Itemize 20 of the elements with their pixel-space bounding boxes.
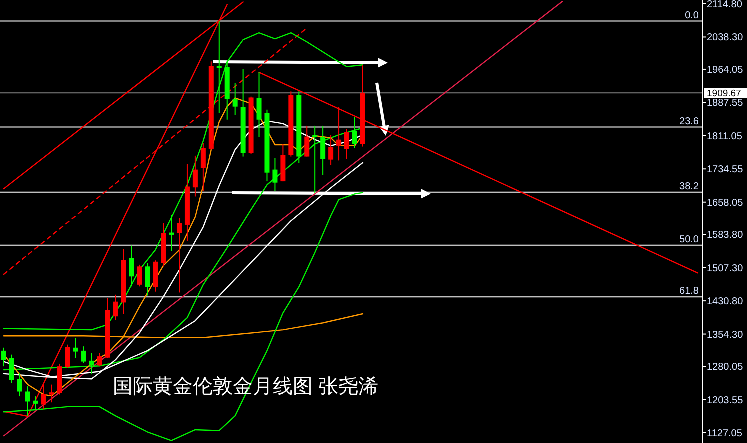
annotation: 50.0 (680, 234, 700, 246)
y-tick-label: 1583.80 (707, 230, 744, 242)
annotation: 61.8 (680, 286, 700, 298)
y-tick-label: 1964.05 (707, 64, 744, 76)
y-tick-label: 2114.80 (707, 0, 743, 10)
annotation: 23.6 (680, 116, 700, 128)
annotation: 38.2 (680, 181, 700, 192)
annotation: 0.0 (685, 10, 700, 22)
y-tick-label: 1280.05 (707, 362, 744, 374)
y-tick-label: 1887.55 (707, 98, 744, 110)
y-tick-label: 1127.05 (707, 428, 743, 440)
y-tick-label: 1734.55 (707, 164, 744, 176)
y-tick-label: 1658.05 (707, 198, 744, 209)
y-tick-label: 1430.80 (707, 296, 744, 308)
y-tick-label: 1811.05 (707, 131, 743, 142)
y-tick-label: 2038.30 (707, 32, 744, 44)
y-tick-label: 1203.55 (707, 395, 744, 406)
y-tick-label: 1507.30 (707, 263, 744, 274)
y-tick-label: 1354.30 (707, 330, 744, 341)
ref-line-label: 1909.67 (707, 88, 742, 100)
